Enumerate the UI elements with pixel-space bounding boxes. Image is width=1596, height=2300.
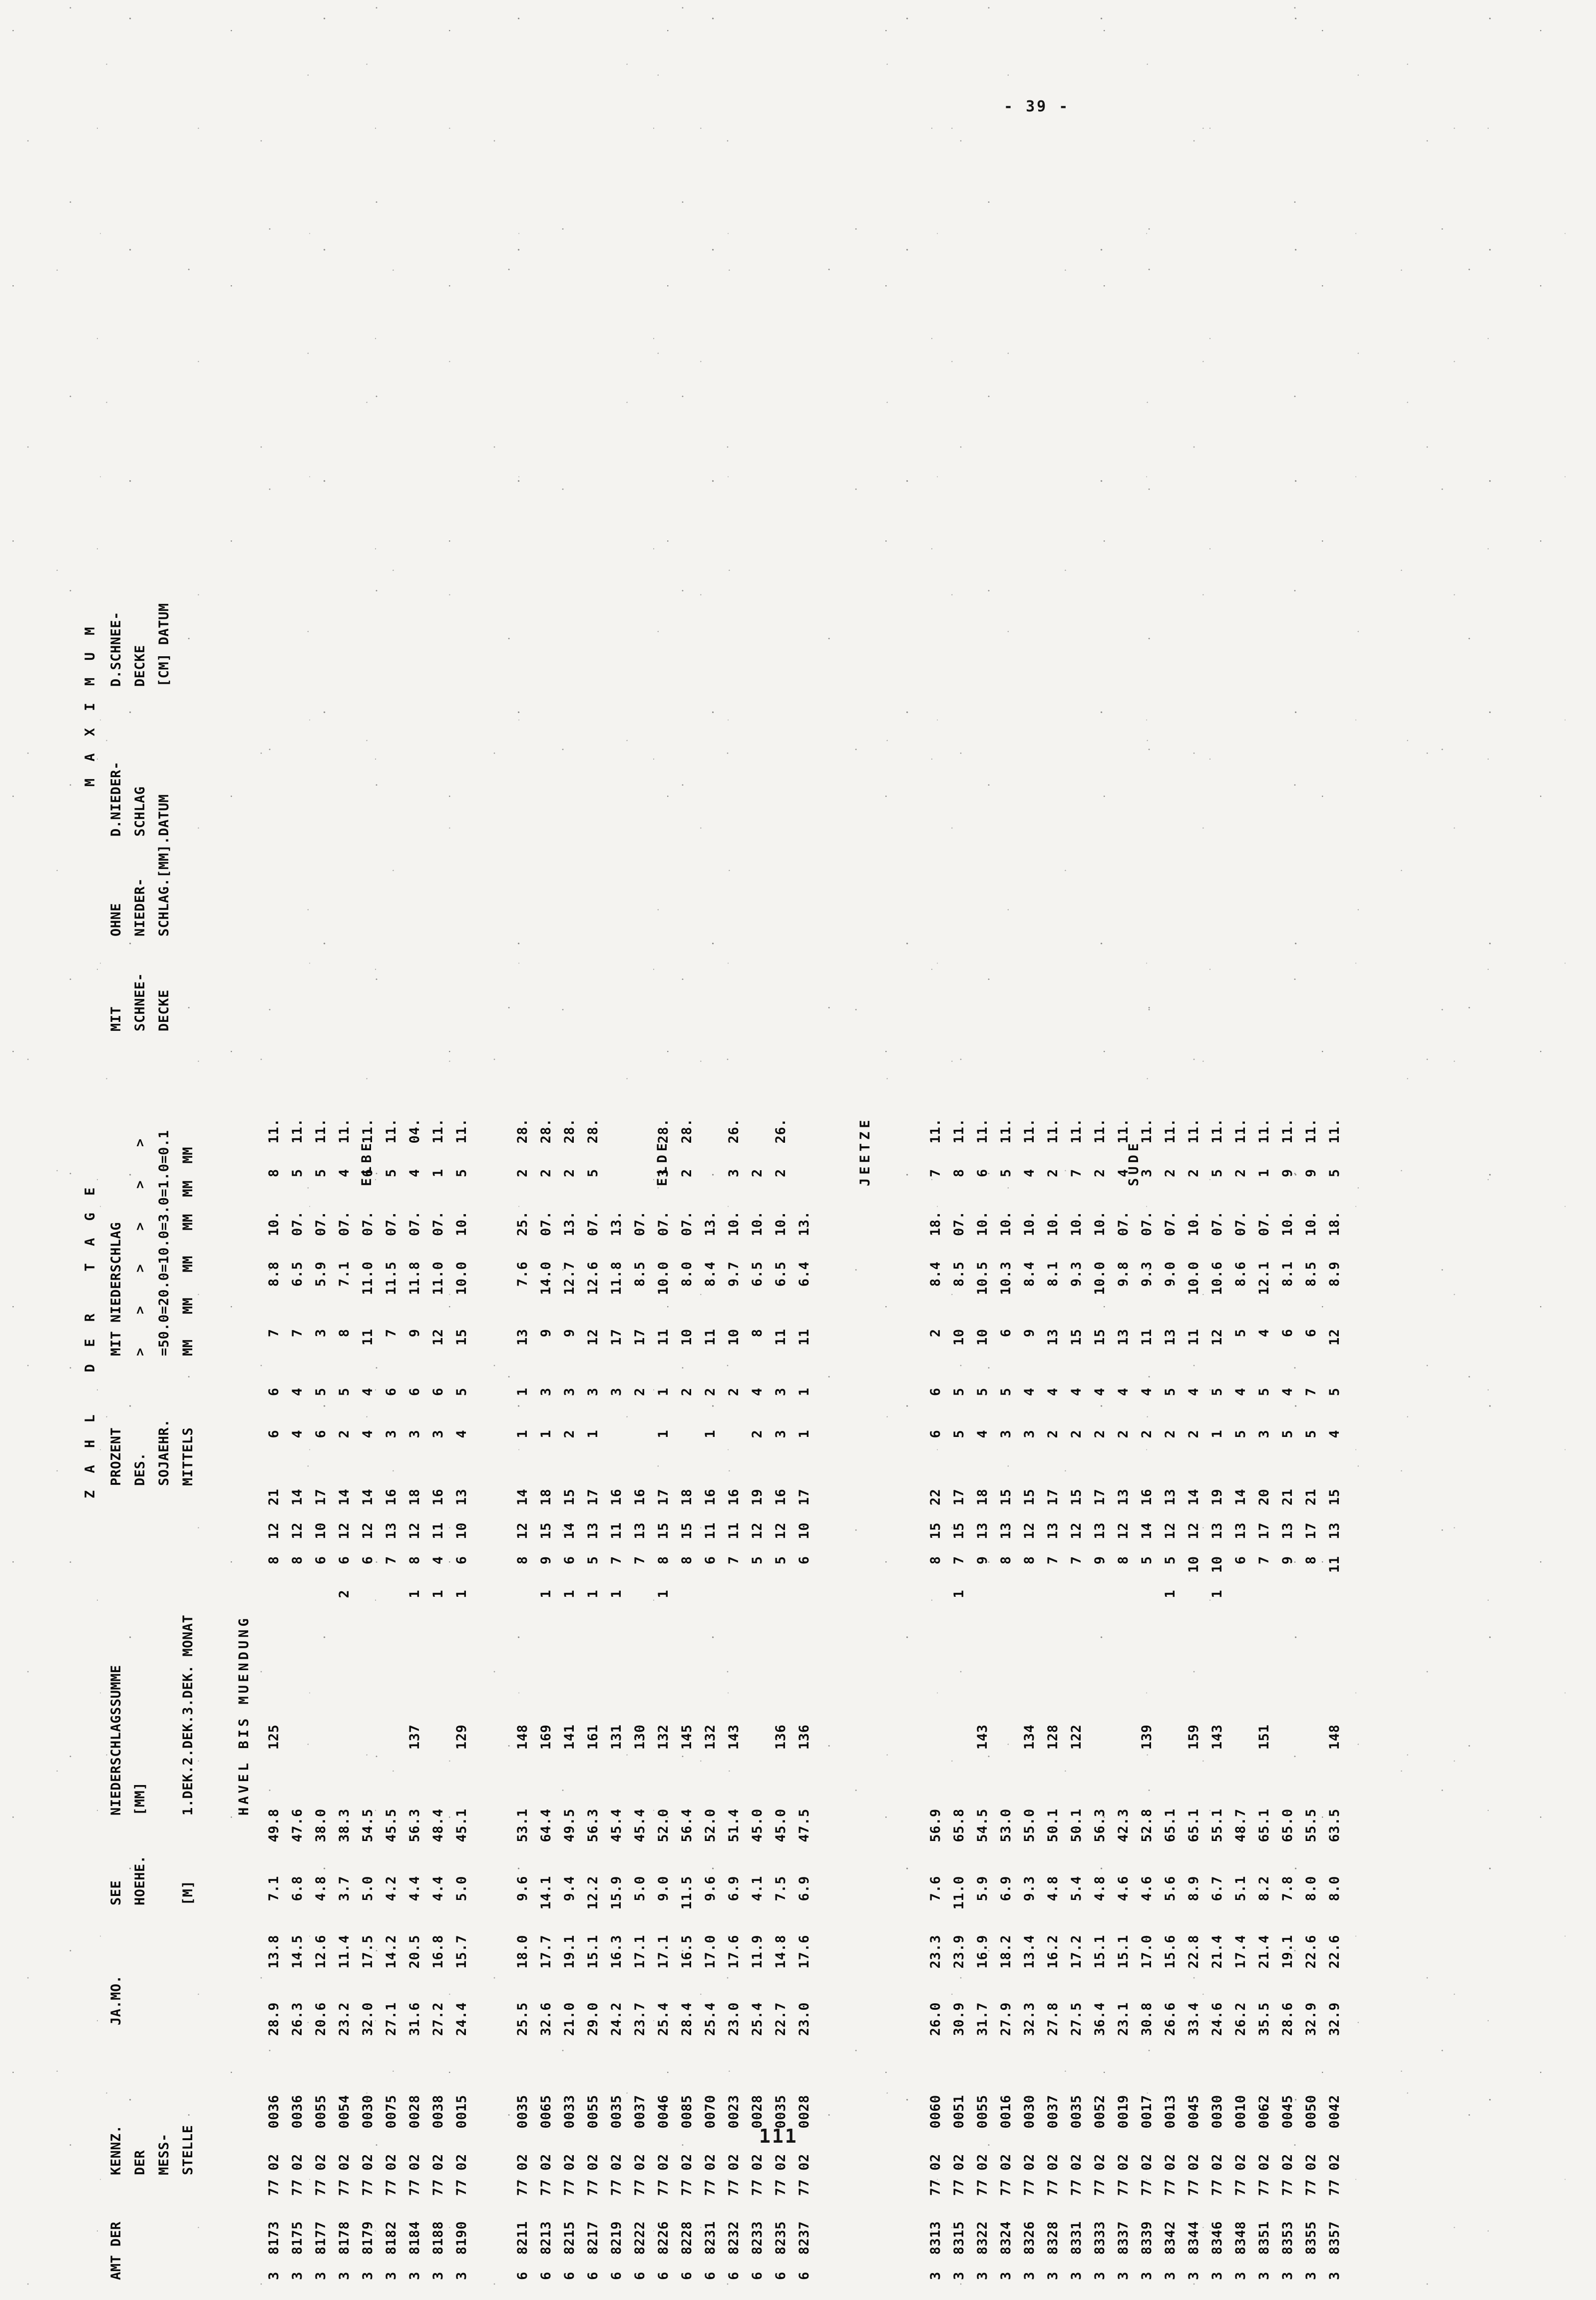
table-row: 6 8237 77 02 0028 23.0 17.6 6.9 47.5 136… xyxy=(797,1118,812,2280)
folio-top: - 39 - xyxy=(1004,98,1070,115)
header-dekaden: 1.DEK.2.DEK.3.DEK. MONAT xyxy=(180,1614,196,1816)
header-jamo: JA.MO. xyxy=(108,1975,124,2025)
table-row: 3 8346 77 02 0030 24.6 21.4 6.7 55.1 143… xyxy=(1209,1118,1225,2280)
river-group-label: JEETZE xyxy=(857,1116,873,1186)
table-row: 6 8215 77 02 0033 21.0 19.1 9.4 49.5 141… xyxy=(562,1118,578,2280)
header-ohne: OHNE xyxy=(108,903,124,936)
header-mit-niederschlag: MIT NIEDERSCHLAG xyxy=(108,1222,124,1356)
table-row: 3 8182 77 02 0075 27.1 14.2 4.2 45.5 7 1… xyxy=(384,1118,399,2280)
section-subtitle: HAVEL BIS MUENDUNG xyxy=(236,1615,252,1816)
header-kennz: KENNZ. xyxy=(108,2125,124,2175)
header-niederschlagssumme: NIEDERSCHLAGSSUMME xyxy=(108,1665,124,1816)
table-row: 6 8213 77 02 0065 32.6 17.7 14.1 64.4 16… xyxy=(538,1118,554,2280)
table-row: 3 8324 77 02 0016 27.9 18.2 6.9 53.0 8 1… xyxy=(998,1118,1014,2280)
header-prozent: PROZENT xyxy=(108,1427,124,1486)
table-row: 3 8188 77 02 0038 27.2 16.8 4.4 48.4 1 4… xyxy=(430,1118,446,2280)
header-cm-datum: [CM] DATUM xyxy=(156,603,172,687)
header-see: SEE xyxy=(108,1880,124,1905)
table-row: 3 8184 77 02 0028 31.6 20.5 4.4 56.3 137… xyxy=(407,1118,422,2280)
table-row: 6 8211 77 02 0035 25.5 18.0 9.6 53.1 148… xyxy=(515,1118,531,2280)
table-row: 3 8348 77 02 0010 26.2 17.4 5.1 48.7 6 1… xyxy=(1233,1118,1249,2280)
table-row: 3 8355 77 02 0050 32.9 22.6 8.0 55.5 8 1… xyxy=(1303,1118,1319,2280)
header-d-nieder: D.NIEDER- xyxy=(108,761,124,837)
table-row: 3 8178 77 02 0054 23.2 11.4 3.7 38.3 2 6… xyxy=(337,1118,352,2280)
table-row: 3 8313 77 02 0060 26.0 23.3 7.6 56.9 8 1… xyxy=(928,1118,944,2280)
header-mess: MESS- xyxy=(156,2133,172,2175)
header-d-schnee: D.SCHNEE- xyxy=(108,611,124,687)
table-row: 6 8219 77 02 0035 24.2 16.3 15.9 45.4 13… xyxy=(609,1118,625,2280)
table-row: 3 8342 77 02 0013 26.6 15.6 5.6 65.1 1 5… xyxy=(1163,1118,1179,2280)
header-hoehe: HOEHE. xyxy=(132,1855,148,1905)
table-row: 3 8344 77 02 0045 33.4 22.8 8.9 65.1 159… xyxy=(1186,1118,1202,2280)
table-row: 3 8337 77 02 0019 23.1 15.1 4.6 42.3 8 1… xyxy=(1116,1118,1132,2280)
header-amt-der: AMT DER xyxy=(108,2221,124,2280)
header-decke2: DECKE xyxy=(132,645,148,687)
header-schlag-mm-datum: SCHLAG.[MM].DATUM xyxy=(156,794,172,936)
table-row: 3 8173 77 02 0036 28.9 13.8 7.1 49.8 125… xyxy=(266,1118,282,2280)
table-row: 3 8177 77 02 0055 20.6 12.6 4.8 38.0 6 1… xyxy=(313,1118,329,2280)
table-row: 6 8233 77 02 0028 25.4 11.9 4.1 45.0 5 1… xyxy=(750,1118,766,2280)
header-des: DES. xyxy=(132,1452,148,1486)
table-row: 6 8235 77 02 0035 22.7 14.8 7.5 45.0 136… xyxy=(773,1118,789,2280)
printout-sheet: Z A H L D E R T A G E M A X I M U M KENN… xyxy=(82,77,1536,2280)
table-row: 3 8175 77 02 0036 26.3 14.5 6.8 47.6 8 1… xyxy=(290,1118,305,2280)
table-row: 3 8351 77 02 0062 35.5 21.4 8.2 65.1 151… xyxy=(1256,1118,1272,2280)
table-row: 6 8232 77 02 0023 23.0 17.6 6.9 51.4 143… xyxy=(726,1118,742,2280)
header-sojaehr: SOJAEHR. xyxy=(156,1418,172,1486)
header-schnee: SCHNEE- xyxy=(132,972,148,1031)
header-hoehe-unit: [M] xyxy=(180,1880,196,1905)
table-row: 3 8315 77 02 0051 30.9 23.9 11.0 65.8 1 … xyxy=(951,1118,967,2280)
header-mit: MIT xyxy=(108,1006,124,1031)
header-schlag: SCHLAG xyxy=(132,786,148,837)
table-row: 6 8228 77 02 0085 28.4 16.5 11.5 56.4 14… xyxy=(679,1118,695,2280)
table-row: 3 8339 77 02 0017 30.8 17.0 4.6 52.8 139… xyxy=(1139,1118,1155,2280)
table-row: 3 8179 77 02 0030 32.0 17.5 5.0 54.5 6 1… xyxy=(360,1118,376,2280)
header-mm-units: MM MM MM MM MM MM xyxy=(180,1147,196,1356)
table-row: 3 8326 77 02 0030 32.3 13.4 9.3 55.0 134… xyxy=(1022,1118,1038,2280)
table-row: 6 8226 77 02 0046 25.4 17.1 9.0 52.0 132… xyxy=(656,1118,672,2280)
header-thresholds: =50.0=20.0=10.0=3.0=1.0=0.1 xyxy=(156,1130,172,1356)
table-row: 3 8353 77 02 0045 28.6 19.1 7.8 65.0 9 1… xyxy=(1280,1118,1296,2280)
header-der: DER xyxy=(132,2150,148,2175)
header-decke: DECKE xyxy=(156,989,172,1031)
table-row: 3 8333 77 02 0052 36.4 15.1 4.8 56.3 9 1… xyxy=(1092,1118,1108,2280)
header-gt-row: > > > > > > xyxy=(132,1138,148,1356)
table-row: 3 8328 77 02 0037 27.8 16.2 4.8 50.1 128… xyxy=(1045,1118,1061,2280)
header-mittels: MITTELS xyxy=(180,1427,196,1486)
folio-bottom: 111 xyxy=(759,2125,798,2147)
header-stelle: STELLE xyxy=(180,2125,196,2175)
table-row: 3 8331 77 02 0035 27.5 17.2 5.4 50.1 122… xyxy=(1069,1118,1085,2280)
table-row: 6 8222 77 02 0037 23.7 17.1 5.0 45.4 130… xyxy=(632,1118,648,2280)
table-row: 3 8322 77 02 0055 31.7 16.9 5.9 54.5 143… xyxy=(975,1118,991,2280)
table-row: 3 8357 77 02 0042 32.9 22.6 8.0 63.5 148… xyxy=(1327,1118,1343,2280)
table-row: 6 8217 77 02 0055 29.0 15.1 12.2 56.3 16… xyxy=(585,1118,601,2280)
header-nieder2: NIEDER- xyxy=(132,878,148,936)
table-row: 6 8231 77 02 0070 25.4 17.0 9.6 52.0 132… xyxy=(703,1118,719,2280)
table-row: 3 8190 77 02 0015 24.4 15.7 5.0 45.1 129… xyxy=(454,1118,469,2280)
header-title-zahl-der-tage: Z A H L D E R T A G E xyxy=(82,1183,98,1498)
header-sum-unit: [MM] xyxy=(132,1782,148,1816)
header-title-maximum: M A X I M U M xyxy=(82,622,98,787)
